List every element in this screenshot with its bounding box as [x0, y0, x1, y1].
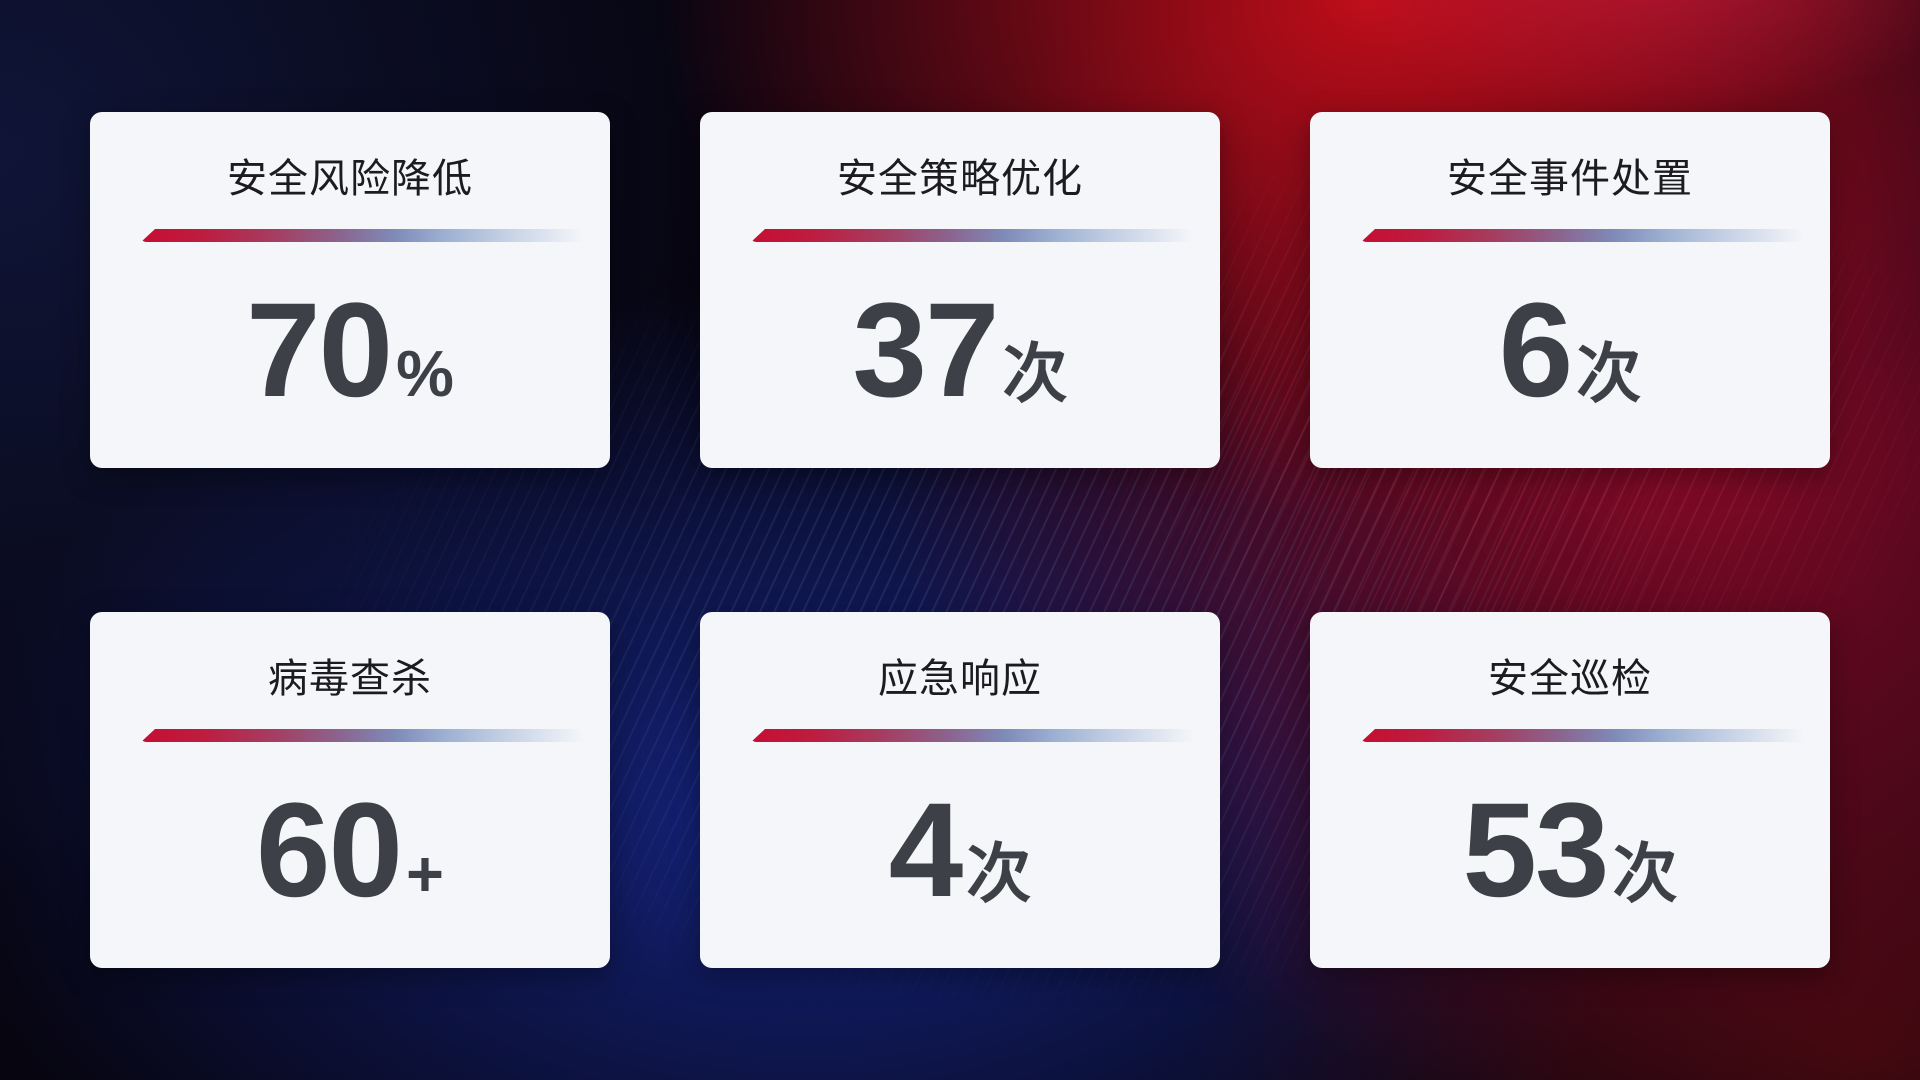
stat-value: 37: [852, 276, 999, 425]
accent-gradient-line: [141, 729, 593, 742]
accent-gradient-line: [1361, 729, 1813, 742]
stat-value-row: 53 次: [1310, 784, 1830, 918]
stat-value-row: 37 次: [700, 284, 1220, 418]
accent-gradient-line: [751, 729, 1203, 742]
stat-value-row: 4 次: [700, 784, 1220, 918]
stat-unit: %: [396, 337, 454, 410]
stat-card-policy-optimization: 安全策略优化 37 次: [700, 112, 1220, 468]
stat-card-title: 应急响应: [878, 657, 1042, 701]
stat-value: 4: [888, 776, 964, 925]
stat-value: 6: [1498, 276, 1574, 425]
stat-card-title: 安全事件处置: [1447, 157, 1693, 201]
stat-card-risk-reduction: 安全风险降低 70 %: [90, 112, 610, 468]
stat-card-security-inspection: 安全巡检 53 次: [1310, 612, 1830, 968]
stat-value: 70: [246, 276, 393, 425]
stat-card-title: 安全巡检: [1488, 657, 1652, 701]
stat-card-title: 安全风险降低: [227, 157, 473, 201]
stat-value: 60: [255, 776, 403, 925]
stat-card-grid: 安全风险降低 70 % 安全策略优化 37 次 安全事件处置 6 次 病毒查: [90, 112, 1830, 968]
stat-unit: 次: [1612, 837, 1678, 910]
accent-gradient-line: [1361, 229, 1813, 242]
stat-card-title: 安全策略优化: [837, 157, 1083, 201]
stat-unit: 次: [1002, 337, 1068, 410]
stat-value-row: 60 +: [90, 784, 610, 918]
stat-value-row: 70 %: [90, 284, 610, 418]
stat-card-incident-handling: 安全事件处置 6 次: [1310, 112, 1830, 468]
stat-card-title: 病毒查杀: [268, 657, 432, 701]
stat-value-row: 6 次: [1310, 284, 1830, 418]
stat-card-virus-scan: 病毒查杀 60 +: [90, 612, 610, 968]
stat-unit: 次: [1576, 337, 1642, 410]
accent-gradient-line: [751, 229, 1203, 242]
accent-gradient-line: [141, 229, 593, 242]
stat-unit: +: [406, 837, 445, 910]
stat-value: 53: [1462, 776, 1609, 925]
stat-unit: 次: [966, 837, 1032, 910]
stat-card-emergency-response: 应急响应 4 次: [700, 612, 1220, 968]
